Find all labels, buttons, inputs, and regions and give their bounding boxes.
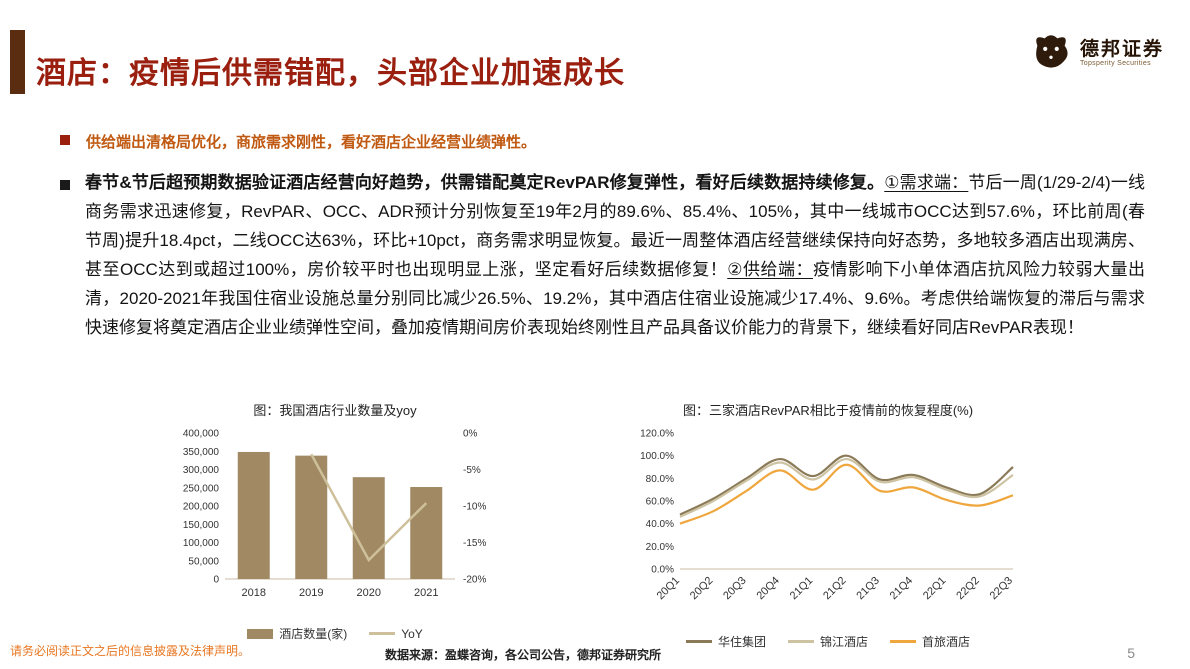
- summary-text: 供给端出清格局优化，商旅需求刚性，看好酒店企业经营业绩弹性。: [86, 134, 537, 151]
- hotel-count-chart: 0 50,000 100,000 150,000 200,000 250,000 300,0…: [183, 429, 487, 600]
- legend-item: 锦江酒店: [787, 633, 868, 650]
- revpar-recovery-figure: 图：三家酒店RevPAR相比于疫情前的恢复程度(%) 0.0% 20.0% 40.0…: [598, 400, 1058, 650]
- revpar-recovery-chart: 0.0% 20.0% 40.0% 60.0% 80.0% 100.0% 120.0% 20Q1…: [640, 429, 1016, 603]
- legend-item: 华住集团: [685, 633, 766, 650]
- line-swatch-icon: [787, 640, 814, 643]
- hotel-count-legend: 酒店数量(家) YoY: [135, 625, 535, 642]
- svg-text:21Q2: 21Q2: [821, 575, 849, 603]
- demand-side-label: ①需求端：: [884, 173, 969, 192]
- page-number: 5: [1127, 645, 1135, 661]
- svg-text:-5%: -5%: [463, 465, 481, 476]
- svg-text:250,000: 250,000: [183, 483, 220, 494]
- body-lead: 春节&节后超预期数据验证酒店经营向好趋势，供需错配奠定RevPAR修复弹性，看好…: [85, 173, 885, 192]
- svg-text:21Q1: 21Q1: [788, 575, 816, 603]
- svg-text:21Q3: 21Q3: [854, 575, 882, 603]
- hotel-count-chart-title: 图：我国酒店行业数量及yoy: [253, 403, 417, 418]
- svg-text:100.0%: 100.0%: [640, 451, 674, 462]
- line-swatch-icon: [685, 640, 712, 643]
- legend-item: 酒店数量(家): [247, 625, 347, 642]
- svg-text:-20%: -20%: [463, 575, 486, 586]
- svg-text:2019: 2019: [299, 587, 323, 599]
- svg-text:0.0%: 0.0%: [651, 565, 674, 576]
- svg-text:100,000: 100,000: [183, 538, 220, 549]
- legend-label: 锦江酒店: [819, 635, 868, 649]
- legend-item: 首旅酒店: [890, 633, 970, 650]
- svg-text:21Q4: 21Q4: [888, 575, 916, 603]
- footer-source: 数据来源：盈蝶咨询，各公司公告，德邦证券研究所: [385, 648, 662, 662]
- revpar-chart-title: 图：三家酒店RevPAR相比于疫情前的恢复程度(%): [682, 403, 974, 418]
- bullet-square-icon: [60, 180, 70, 190]
- svg-text:20Q2: 20Q2: [688, 575, 716, 603]
- footer-disclaimer: 请务必阅读正文之后的信息披露及法律声明。: [10, 644, 251, 658]
- svg-text:20Q1: 20Q1: [655, 575, 683, 603]
- svg-text:0: 0: [213, 575, 219, 586]
- brand-subname: Topsperity Securities: [1079, 60, 1151, 68]
- brand-name: 德邦证券: [1079, 38, 1164, 60]
- svg-text:-15%: -15%: [463, 538, 486, 549]
- svg-text:22Q1: 22Q1: [921, 575, 949, 603]
- svg-text:-10%: -10%: [463, 502, 486, 513]
- revpar-legend: 华住集团 锦江酒店 首旅酒店: [598, 633, 1058, 650]
- supply-side-label: ②供给端：: [727, 260, 813, 279]
- svg-text:20Q3: 20Q3: [721, 575, 749, 603]
- line-swatch-icon: [369, 632, 396, 635]
- svg-text:300,000: 300,000: [183, 465, 220, 476]
- line-swatch-icon: [890, 640, 916, 643]
- legend-label: YoY: [401, 626, 423, 641]
- svg-text:120.0%: 120.0%: [640, 429, 674, 440]
- svg-text:350,000: 350,000: [183, 447, 220, 458]
- brand-logo: 德邦证券 Topsperity Securities: [1030, 30, 1164, 77]
- title-accent-bar: [10, 30, 25, 94]
- legend-item: YoY: [369, 627, 423, 641]
- svg-text:50,000: 50,000: [188, 556, 219, 567]
- svg-text:60.0%: 60.0%: [646, 497, 674, 508]
- body-text-demand: 节后一周(1/29-2/4)一线商务需求迅速修复，RevPAR、OCC、ADR预…: [85, 173, 1146, 279]
- svg-text:80.0%: 80.0%: [646, 474, 674, 485]
- body-text-supply: 疫情影响下小单体酒店抗风险力较弱大量出清，2020-2021年我国住宿业设施总量…: [85, 260, 1145, 337]
- svg-text:400,000: 400,000: [183, 429, 220, 440]
- legend-label: 华住集团: [717, 635, 766, 649]
- summary-bullet: 供给端出清格局优化，商旅需求刚性，看好酒店企业经营业绩弹性。: [60, 131, 536, 152]
- bullet-square-icon: [60, 135, 70, 145]
- legend-label: 酒店数量(家): [279, 627, 348, 641]
- svg-text:20.0%: 20.0%: [646, 542, 674, 553]
- page-title: 酒店：疫情后供需错配，头部企业加速成长: [36, 57, 625, 90]
- svg-text:22Q2: 22Q2: [954, 575, 982, 603]
- leopard-icon: [1030, 30, 1072, 77]
- svg-text:20Q4: 20Q4: [754, 575, 782, 603]
- legend-label: 首旅酒店: [922, 635, 971, 649]
- svg-text:150,000: 150,000: [183, 520, 220, 531]
- bar-swatch-icon: [247, 628, 274, 639]
- hotel-count-figure: 图：我国酒店行业数量及yoy 0 50,000 100,000 150,000 200,…: [135, 400, 535, 642]
- svg-text:200,000: 200,000: [183, 502, 220, 513]
- svg-text:40.0%: 40.0%: [646, 519, 674, 530]
- svg-text:22Q3: 22Q3: [988, 575, 1016, 603]
- svg-text:0%: 0%: [463, 429, 478, 440]
- body-paragraph: 春节&节后超预期数据验证酒店经营向好趋势，供需错配奠定RevPAR修复弹性，看好…: [85, 168, 1145, 342]
- svg-text:2020: 2020: [357, 587, 381, 599]
- svg-text:2018: 2018: [242, 587, 266, 599]
- svg-text:2021: 2021: [414, 587, 438, 599]
